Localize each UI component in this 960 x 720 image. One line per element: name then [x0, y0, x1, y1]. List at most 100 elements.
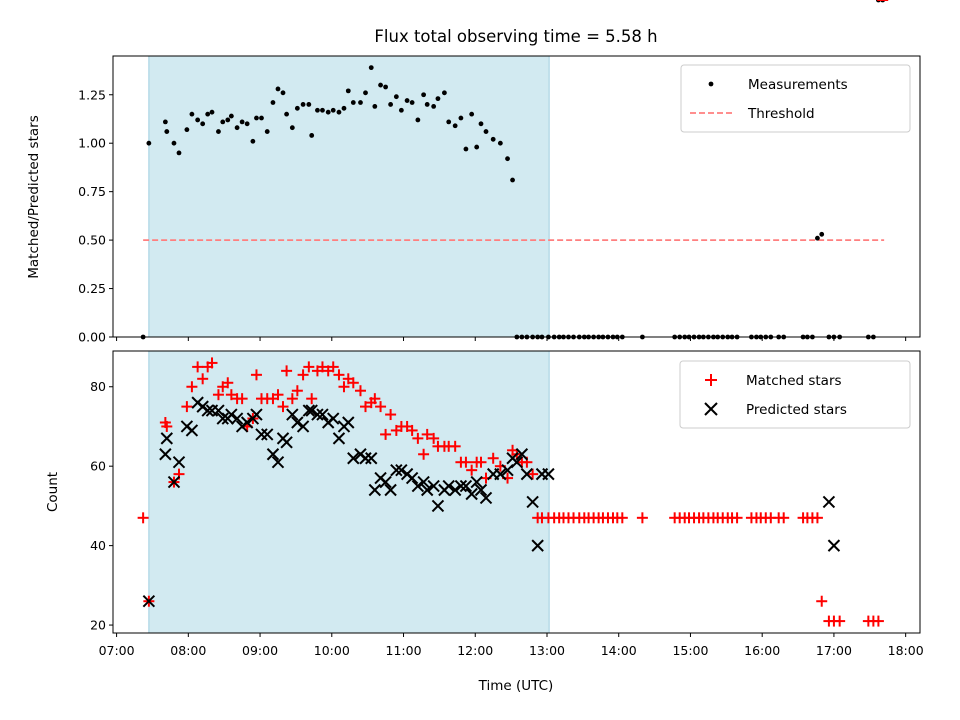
predicted-star-point — [332, 432, 346, 445]
predicted-star-point — [266, 448, 280, 461]
measurement-point — [225, 117, 231, 123]
predicted-star-stroke-b — [271, 456, 285, 469]
predicted-star-stroke-b — [470, 475, 483, 489]
predicted-star-point — [311, 408, 324, 421]
measurement-point — [164, 129, 170, 134]
predicted-star-point — [160, 432, 174, 445]
predicted-star-stroke-b — [384, 483, 397, 497]
predicted-star-stroke-b — [420, 483, 434, 497]
measurement-point — [469, 111, 475, 117]
measurement-point — [270, 100, 276, 105]
matched-star-point — [466, 464, 478, 476]
measurement-point — [341, 105, 347, 111]
measurement-point — [294, 105, 300, 111]
measurement-point — [264, 129, 270, 134]
matched-star-point — [834, 615, 846, 627]
predicted-star-point — [185, 424, 199, 437]
predicted-star-stroke-b — [822, 495, 836, 509]
measurement-point — [228, 113, 234, 119]
predicted-star-point — [390, 463, 403, 477]
measurement-point — [421, 92, 427, 98]
top-y-tick-label: 0.75 — [78, 184, 106, 199]
predicted-star-stroke-b — [827, 539, 841, 552]
measurement-point — [490, 136, 496, 142]
predicted-star-point — [531, 539, 544, 552]
measurement-point — [209, 109, 215, 115]
matched-star-point — [811, 512, 823, 524]
predicted-star-point — [305, 404, 318, 417]
matched-star-point — [406, 424, 418, 436]
predicted-star-point — [216, 412, 229, 425]
measurement-point — [446, 119, 452, 125]
predicted-star-point — [280, 436, 293, 449]
matched-star-point — [449, 440, 461, 452]
x-tick-label: 12:00 — [457, 643, 493, 658]
predicted-star-stroke-b — [311, 408, 324, 421]
measurement-point — [254, 115, 259, 121]
predicted-star-stroke-b — [291, 416, 304, 429]
matched-star-point — [291, 385, 303, 397]
predicted-star-point — [159, 448, 172, 461]
predicted-star-stroke-b — [250, 408, 263, 421]
measurement-point — [184, 127, 190, 133]
matched-star-point — [206, 357, 218, 369]
measurement-point — [171, 140, 177, 146]
predicted-star-point — [465, 487, 478, 501]
predicted-star-point — [520, 467, 534, 481]
measurement-point — [497, 140, 503, 146]
measurement-point — [363, 90, 368, 96]
predicted-star-point — [822, 495, 836, 509]
matched-star-point — [137, 512, 149, 524]
predicted-star-stroke-b — [302, 404, 316, 417]
measurement-point — [368, 65, 374, 71]
predicted-star-point — [142, 595, 156, 608]
x-tick-label: 17:00 — [816, 643, 852, 658]
matched-star-point — [816, 595, 828, 607]
predicted-star-stroke-b — [411, 479, 425, 493]
predicted-star-point — [542, 467, 555, 481]
measurement-point — [452, 123, 458, 129]
legend-matched-label: Matched stars — [746, 373, 842, 389]
matched-star-point — [731, 512, 743, 524]
predicted-star-stroke-b — [167, 475, 181, 489]
predicted-star-stroke-b — [542, 467, 555, 481]
matched-star-point — [338, 381, 350, 393]
measurement-point — [442, 90, 447, 96]
predicted-star-stroke-b — [261, 428, 274, 441]
predicted-star-point — [368, 483, 382, 497]
matched-star-point — [272, 389, 284, 401]
matched-star-point — [380, 428, 392, 440]
measurement-point — [350, 100, 356, 105]
measurement-point — [280, 90, 286, 96]
predicted-star-stroke-b — [160, 432, 174, 445]
predicted-star-point — [442, 479, 455, 493]
predicted-star-stroke-b — [442, 479, 455, 493]
chart-title: Flux total observing time = 5.58 h — [374, 27, 657, 46]
predicted-star-stroke-b — [316, 408, 329, 421]
predicted-star-point — [526, 495, 539, 509]
measurement-point — [250, 138, 256, 144]
top-panel: 0.00 0.25 0.50 0.75 1.00 1.25 Matched/Predict… — [26, 0, 921, 345]
predicted-star-point — [359, 452, 372, 465]
predicted-star-stroke-b — [201, 404, 214, 417]
top-legend-box — [680, 64, 911, 133]
measurement-point — [404, 98, 410, 103]
matched-star-point — [354, 385, 366, 397]
matched-star-point — [412, 432, 424, 444]
matched-star-point — [333, 369, 345, 381]
matched-star-point — [636, 512, 648, 524]
predicted-star-stroke-b — [390, 463, 403, 477]
top-legend: Measurements Threshold — [680, 64, 911, 133]
predicted-star-stroke-b — [332, 432, 346, 445]
predicted-star-point — [365, 452, 378, 465]
predicted-star-stroke-b — [172, 456, 186, 469]
predicted-star-point — [454, 479, 468, 493]
predicted-star-stroke-b — [342, 416, 355, 429]
measurement-point — [415, 117, 421, 123]
predicted-star-point — [230, 412, 244, 425]
top-y-tick-label: 0.50 — [78, 233, 106, 248]
predicted-star-point — [384, 483, 397, 497]
measurement-point — [320, 107, 325, 113]
measurement-point — [330, 107, 336, 113]
